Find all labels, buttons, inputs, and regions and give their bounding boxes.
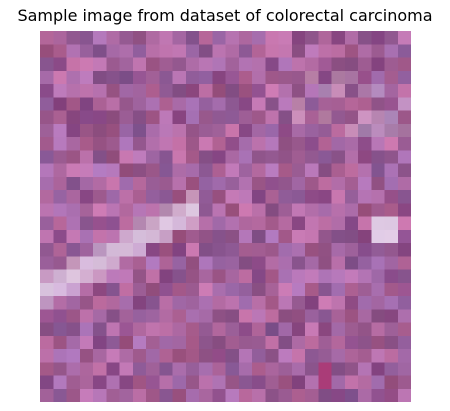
figure-title: Sample image from dataset of colorectal … bbox=[17, 6, 433, 25]
histology-image bbox=[40, 31, 411, 402]
histology-pixel-grid bbox=[40, 31, 411, 402]
